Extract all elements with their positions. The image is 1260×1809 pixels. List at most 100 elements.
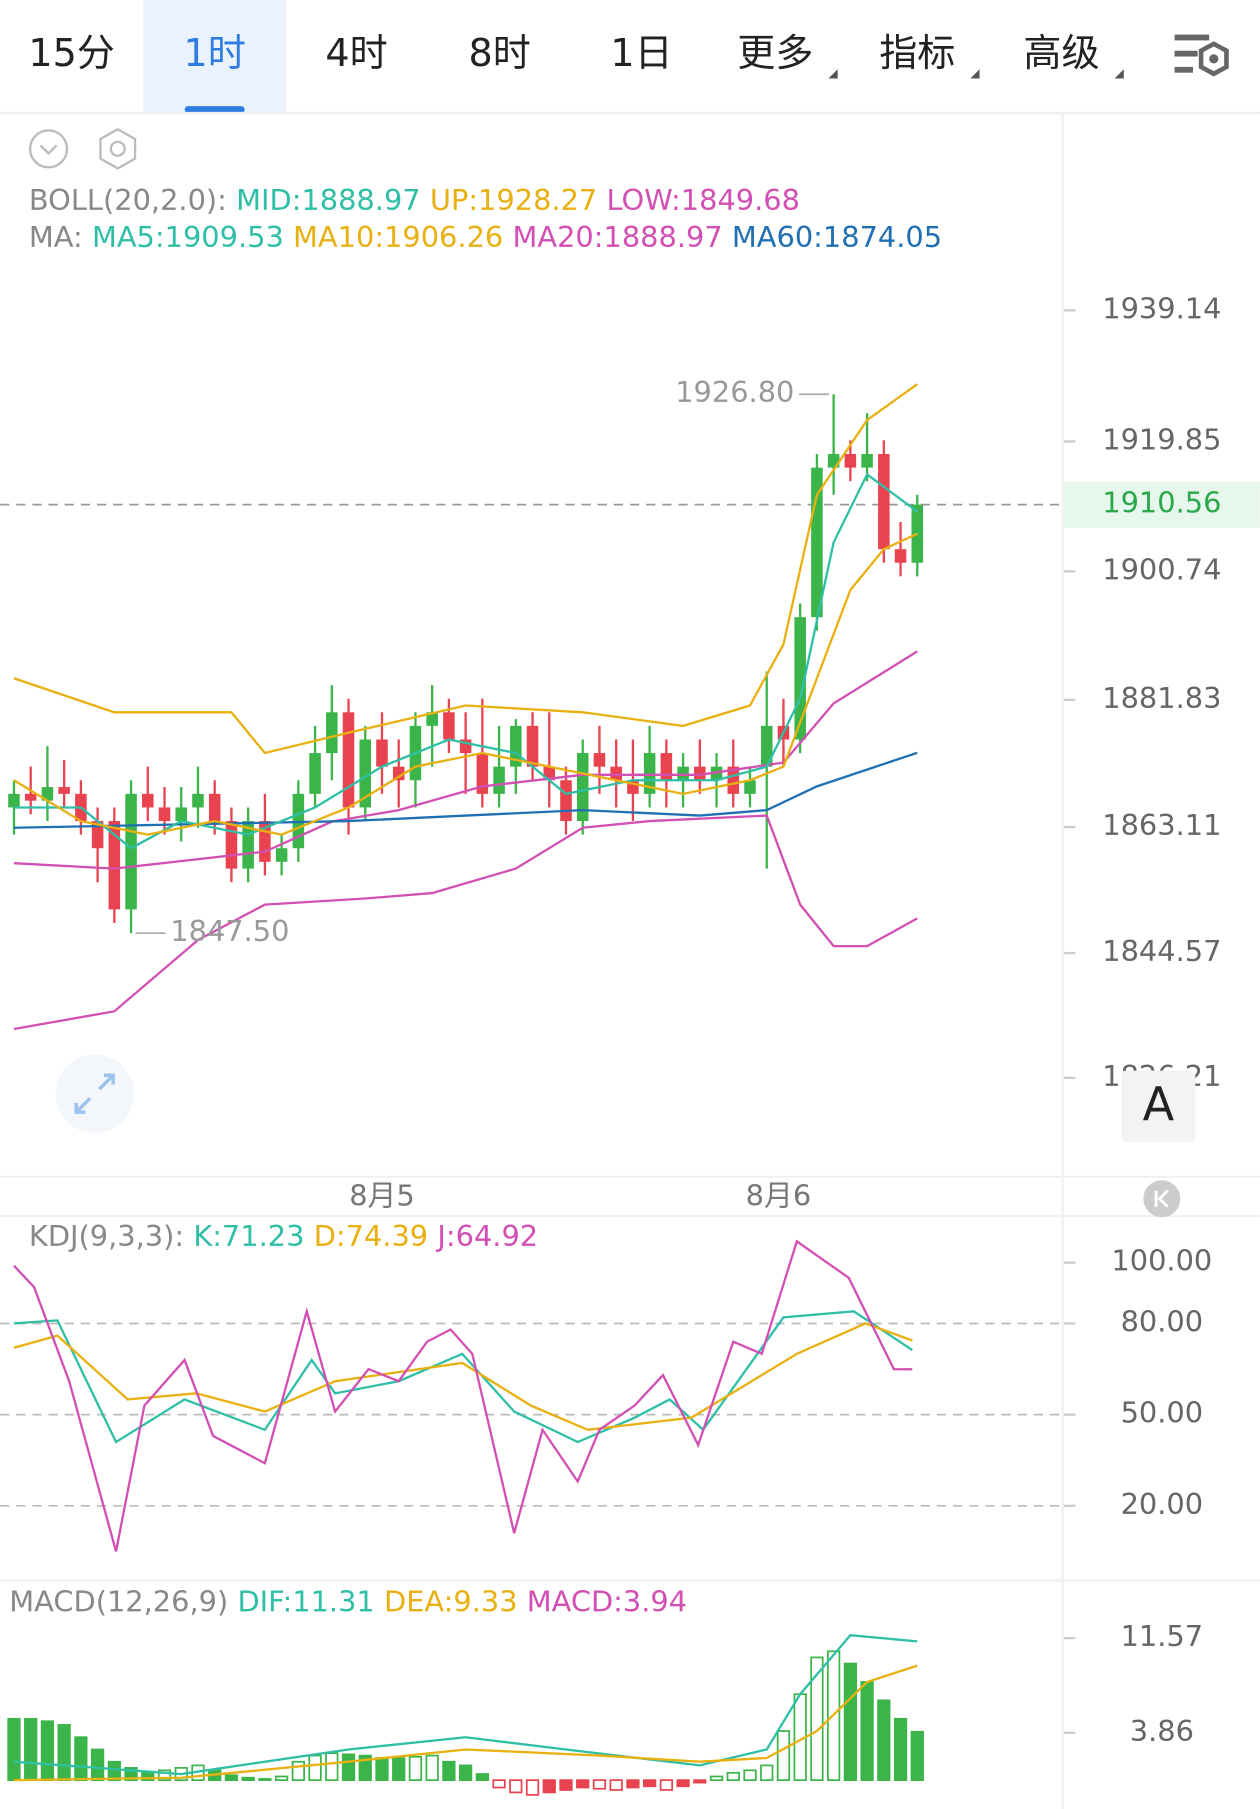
macd-bar bbox=[90, 1748, 105, 1782]
last-price-box bbox=[1063, 481, 1260, 528]
tab[interactable]: 8时 bbox=[468, 31, 530, 75]
candle-body bbox=[142, 793, 154, 808]
legend-item: DIF:11.31 bbox=[237, 1585, 374, 1619]
candle-body bbox=[576, 753, 589, 822]
indicator-line bbox=[13, 383, 918, 755]
candle-body bbox=[58, 787, 70, 794]
panel: BOLL(20,2.0): MID:1888.97 UP:1928.27 LOW:18… bbox=[0, 183, 1260, 1213]
annotation-label: 1847.50 bbox=[170, 914, 289, 948]
macd-bar bbox=[559, 1779, 573, 1791]
candle-body bbox=[342, 712, 355, 808]
tab[interactable]: 更多 bbox=[737, 31, 813, 75]
macd-bar bbox=[157, 1769, 172, 1782]
y-tick-label: 11.57 bbox=[1121, 1619, 1204, 1653]
candle-body bbox=[894, 549, 907, 563]
indicator-legend: KDJ(9,3,3): K:71.23 D:74.39 J:64.92 bbox=[29, 1219, 538, 1253]
y-tick-label: 100.00 bbox=[1111, 1244, 1212, 1278]
y-tick-label: 1844.57 bbox=[1102, 934, 1221, 968]
mode-button-label[interactable]: A bbox=[1143, 1077, 1175, 1131]
y-tick-label: 1919.85 bbox=[1102, 422, 1221, 456]
macd-bar bbox=[442, 1760, 456, 1782]
legend-item: MA5:1909.53 bbox=[92, 220, 284, 254]
macd-bar bbox=[893, 1717, 908, 1782]
macd-bar bbox=[425, 1754, 439, 1782]
tab[interactable]: 1日 bbox=[610, 31, 672, 75]
macd-bar bbox=[475, 1773, 489, 1782]
macd-bar bbox=[241, 1776, 255, 1782]
panel: KDJ(9,3,3): K:71.23 D:74.39 J:64.92 100.00 80… bbox=[0, 1219, 1212, 1552]
macd-bar bbox=[860, 1681, 874, 1782]
indicator-line bbox=[13, 1664, 918, 1782]
y-tick-label: 80.00 bbox=[1121, 1304, 1204, 1338]
candle-body bbox=[794, 617, 806, 740]
candle-body bbox=[24, 793, 37, 801]
legend-item: MACD:3.94 bbox=[527, 1585, 687, 1619]
legend-item: MA10:1906.26 bbox=[293, 220, 503, 254]
y-tick-label: 1939.14 bbox=[1102, 291, 1221, 325]
candle-body bbox=[175, 807, 188, 822]
candle-body bbox=[861, 454, 873, 468]
candle-body bbox=[694, 766, 706, 781]
candle-body bbox=[560, 780, 572, 822]
candle-body bbox=[376, 739, 388, 767]
macd-bar bbox=[291, 1760, 305, 1782]
indicator-line bbox=[13, 1322, 913, 1431]
candle-body bbox=[426, 712, 438, 726]
macd-bar bbox=[709, 1775, 724, 1782]
macd-bar bbox=[57, 1724, 71, 1782]
candle-body bbox=[878, 454, 890, 550]
fullscreen-button[interactable] bbox=[55, 1054, 134, 1133]
macd-bar bbox=[325, 1752, 339, 1782]
candle-body bbox=[510, 725, 522, 767]
legend-item: J:64.92 bbox=[435, 1219, 538, 1253]
legend-item: D:74.39 bbox=[314, 1219, 428, 1253]
tab[interactable]: 1时 bbox=[184, 31, 246, 75]
settings-icon[interactable] bbox=[1174, 34, 1229, 77]
candle-body bbox=[643, 753, 656, 794]
macd-bar bbox=[643, 1779, 657, 1788]
macd-bar bbox=[341, 1753, 356, 1782]
last-price-label: 1910.56 bbox=[1102, 486, 1221, 520]
candle-body bbox=[259, 821, 271, 862]
macd-bar bbox=[843, 1662, 858, 1782]
x-tick-label: 8月6 bbox=[746, 1179, 812, 1213]
tab[interactable]: 指标 bbox=[879, 31, 955, 75]
macd-bar bbox=[375, 1757, 389, 1782]
macd-bar bbox=[408, 1755, 423, 1782]
candle-body bbox=[192, 793, 204, 808]
candle-body bbox=[610, 766, 622, 781]
y-tick-label: 20.00 bbox=[1121, 1487, 1204, 1521]
legend-prefix: MACD(12,26,9) bbox=[9, 1585, 228, 1619]
macd-bar bbox=[224, 1774, 239, 1782]
macd-bar bbox=[693, 1779, 707, 1784]
macd-bar bbox=[107, 1760, 121, 1782]
tab[interactable]: 4时 bbox=[325, 31, 387, 75]
indicator-legend: MA: MA5:1909.53 MA10:1906.26 MA20:1888.97 MA… bbox=[29, 220, 942, 254]
mode-button[interactable] bbox=[1121, 1070, 1196, 1143]
macd-bar bbox=[726, 1771, 740, 1782]
candle-body bbox=[443, 712, 455, 740]
macd-bar bbox=[525, 1779, 540, 1796]
legend-prefix: KDJ(9,3,3): bbox=[29, 1219, 184, 1253]
macd-bar bbox=[40, 1720, 55, 1782]
tab[interactable]: 高级 bbox=[1023, 31, 1099, 75]
active-tab-indicator bbox=[184, 106, 245, 114]
indicator-line bbox=[13, 814, 918, 1031]
y-tick-label: 1881.83 bbox=[1102, 681, 1221, 715]
tab[interactable]: 15分 bbox=[28, 31, 115, 75]
dropdown-caret bbox=[1114, 69, 1124, 79]
candle-body bbox=[627, 780, 639, 794]
settings-hex-icon[interactable] bbox=[99, 127, 137, 170]
candle-body bbox=[208, 793, 221, 822]
candle-body bbox=[8, 793, 20, 808]
panel: MACD(12,26,9) DIF:11.31 DEA:9.33 MACD:3.94 1… bbox=[7, 1585, 1204, 1796]
macd-bar bbox=[776, 1730, 791, 1782]
macd-bar bbox=[592, 1779, 607, 1790]
scroll-end-button[interactable] bbox=[1143, 1180, 1181, 1218]
collapse-icon[interactable] bbox=[28, 129, 69, 169]
plot bbox=[13, 1239, 913, 1552]
indicator-line bbox=[13, 650, 918, 870]
macd-bar bbox=[392, 1757, 406, 1782]
